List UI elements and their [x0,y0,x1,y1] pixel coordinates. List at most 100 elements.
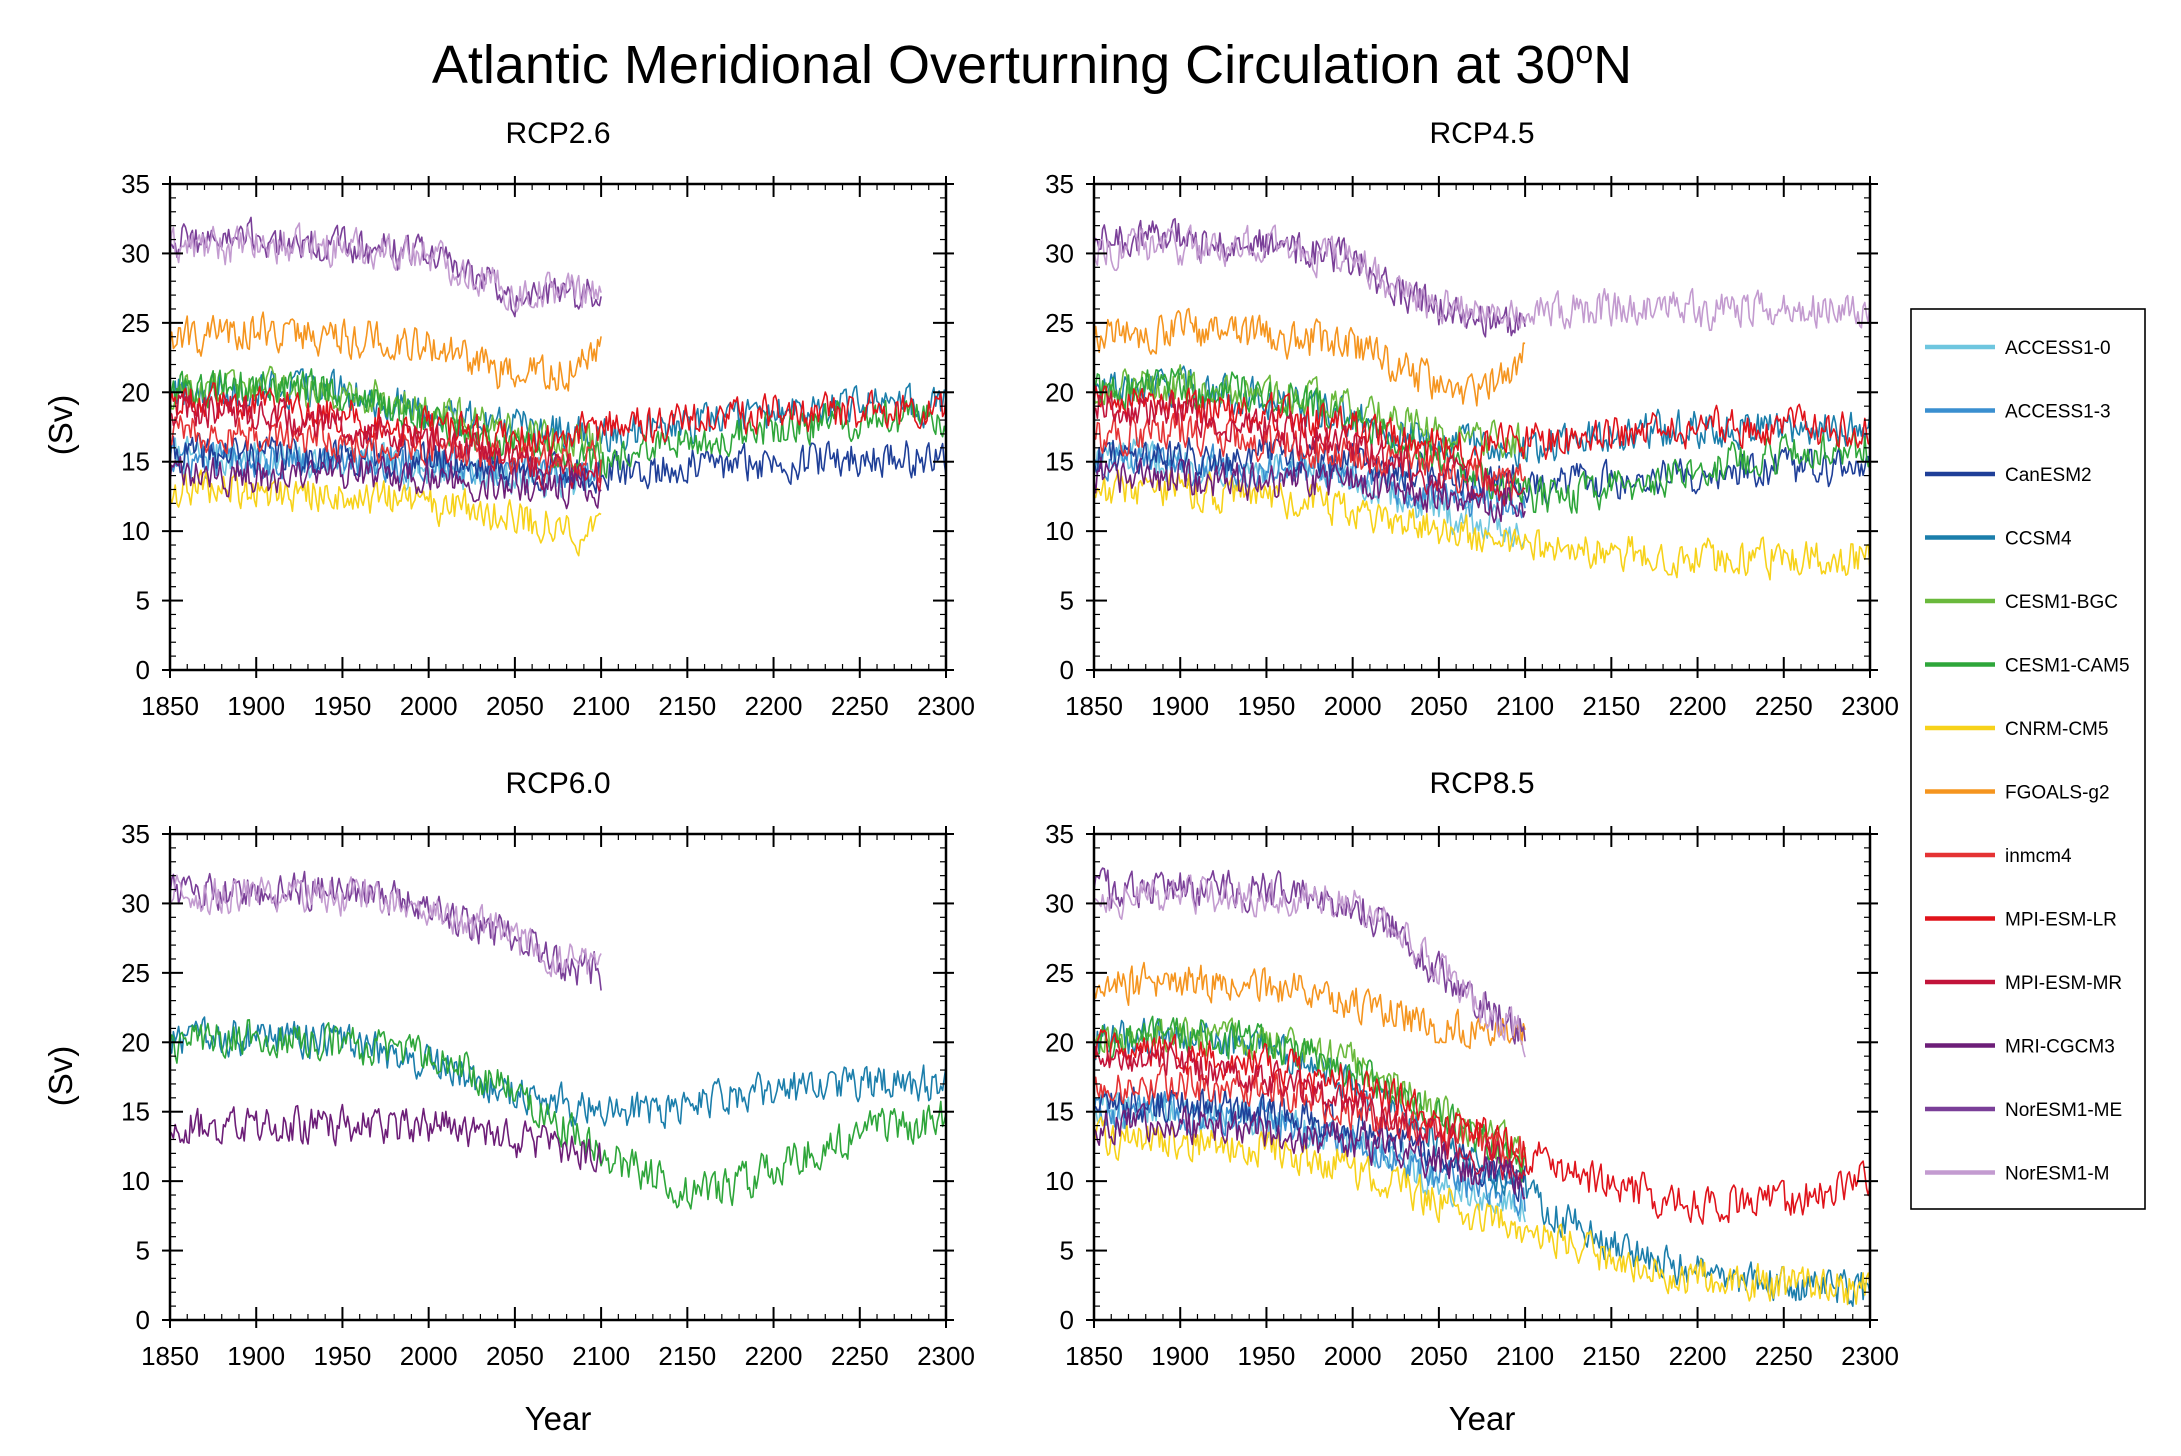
y-tick-label: 25 [121,958,150,988]
x-tick-label: 2150 [658,1341,716,1371]
x-tick-label: 2000 [400,1341,458,1371]
series-line-mpi-esm-mr [169,393,602,493]
y-tick-label: 10 [121,516,150,546]
panel-rcp85: RCP8.5 Year 1850 1900 1950 2000 2050 2100 2150… [1045,767,1899,1437]
y-tick-label: 25 [121,308,150,338]
legend-item: CCSM4 [1925,529,2072,550]
y-tick-label: 0 [1060,655,1074,685]
y-tick-label: 25 [1045,308,1074,338]
x-tick-label: 2300 [917,691,975,721]
series-line-mri-cgcm3 [1093,456,1526,524]
x-tick-label: 2100 [572,1341,630,1371]
series-line-mpi-esm-lr [1093,385,1871,469]
figure-title: Atlantic Meridional Overturning Circulat… [432,34,1632,95]
x-tick-label: 2200 [1669,1341,1727,1371]
series-lines [169,216,947,557]
series-line-fgoals-g2 [169,311,602,392]
legend-item: NorESM1-M [1925,1164,2110,1185]
series-line-access1-3 [1093,1090,1526,1217]
tick-labels: 1850 1900 1950 2000 2050 2100 2150 2200 2250 2300… [121,819,975,1371]
y-tick-label: 30 [1045,238,1074,268]
legend-label: MPI-ESM-LR [2005,910,2117,931]
series-line-inmcm4 [1093,412,1526,501]
y-tick-label: 30 [121,238,150,268]
x-tick-label: 2200 [1669,691,1727,721]
series-line-noresm1-m [169,222,602,313]
x-tick-label: 2300 [1841,1341,1899,1371]
series-line-noresm1-m [169,874,602,978]
series-line-access1-0 [1093,1089,1526,1223]
y-tick-label: 10 [1045,516,1074,546]
y-tick-label: 5 [136,1236,150,1266]
panel-rcp26: RCP2.6 (Sv) 1850 1900 1950 2000 2050 2100 2150… [42,117,975,721]
legend-label: NorESM1-M [2005,1164,2110,1185]
legend-label: ACCESS1-0 [2005,338,2111,359]
y-axis-label: (Sv) [42,395,79,456]
series-line-fgoals-g2 [1093,961,1526,1050]
legend-label: inmcm4 [2005,846,2072,867]
axis-ticks [1086,176,1878,678]
y-tick-label: 10 [1045,1166,1074,1196]
y-tick-label: 10 [121,1166,150,1196]
x-tick-label: 1900 [227,691,285,721]
series-line-canesm2 [1093,1085,1526,1203]
legend-item: ACCESS1-0 [1925,338,2111,359]
x-tick-label: 2150 [658,691,716,721]
series-line-noresm1-m [1093,224,1871,332]
x-tick-label: 2000 [1324,1341,1382,1371]
figure-title-main: Atlantic Meridional Overturning Circulat… [432,35,1576,95]
axis-ticks [1086,826,1878,1328]
panel-rcp60: RCP6.0 (Sv) Year 1850 1900 1950 2000 2050 210… [42,767,975,1437]
x-tick-label: 2200 [745,691,803,721]
x-tick-label: 2000 [1324,691,1382,721]
tick-labels: 1850 1900 1950 2000 2050 2100 2150 2200 2250 2300… [1045,819,1899,1371]
series-line-mpi-esm-lr [169,382,947,457]
series-line-noresm1-me [1093,217,1526,338]
series-line-cnrm-cm5 [1093,467,1871,581]
legend-label: NorESM1-ME [2005,1100,2122,1121]
y-tick-label: 5 [1060,1236,1074,1266]
panel-title: RCP8.5 [1429,767,1534,800]
x-tick-label: 2200 [745,1341,803,1371]
y-tick-label: 30 [1045,888,1074,918]
legend-item: FGOALS-g2 [1925,783,2110,804]
x-tick-label: 1850 [141,691,199,721]
x-tick-label: 2300 [1841,691,1899,721]
legend-label: MRI-CGCM3 [2005,1037,2115,1058]
x-tick-label: 2250 [1755,1341,1813,1371]
y-tick-label: 35 [1045,169,1074,199]
x-axis-label: Year [525,1400,592,1437]
tick-labels: 1850 1900 1950 2000 2050 2100 2150 2200 2250 2300… [1045,169,1899,721]
series-line-noresm1-m [1093,874,1526,1058]
series-line-cesm1-cam5 [1093,368,1871,514]
y-tick-label: 0 [1060,1305,1074,1335]
y-tick-label: 20 [121,1027,150,1057]
legend-item: NorESM1-ME [1925,1100,2122,1121]
legend-label: CanESM2 [2005,465,2092,486]
series-line-cnrm-cm5 [1093,1116,1871,1306]
legend-item: CanESM2 [1925,465,2092,486]
legend-label: MPI-ESM-MR [2005,973,2122,994]
legend-label: CESM1-CAM5 [2005,656,2130,677]
x-tick-label: 2000 [400,691,458,721]
y-axis-label: (Sv) [42,1046,79,1107]
panel-title: RCP4.5 [1429,117,1534,150]
legend-item: MPI-ESM-MR [1925,973,2122,994]
x-tick-label: 1950 [1238,691,1296,721]
panel-title: RCP6.0 [505,767,610,800]
legend-item: MRI-CGCM3 [1925,1037,2115,1058]
series-line-mpi-esm-mr [1093,1041,1526,1181]
x-tick-label: 1850 [141,1341,199,1371]
series-line-mpi-esm-mr [1093,390,1526,507]
figure-title-suffix: N [1593,35,1632,95]
plot-frame [1092,182,1872,672]
y-tick-label: 35 [121,819,150,849]
legend-label: CESM1-BGC [2005,592,2118,613]
figure-title-superscript: o [1575,34,1593,70]
series-lines [1093,217,1871,581]
y-tick-label: 30 [121,888,150,918]
legend-box [1910,308,2146,1210]
y-tick-label: 0 [136,1305,150,1335]
legend-item: ACCESS1-3 [1925,402,2111,423]
panel-title: RCP2.6 [505,117,610,150]
